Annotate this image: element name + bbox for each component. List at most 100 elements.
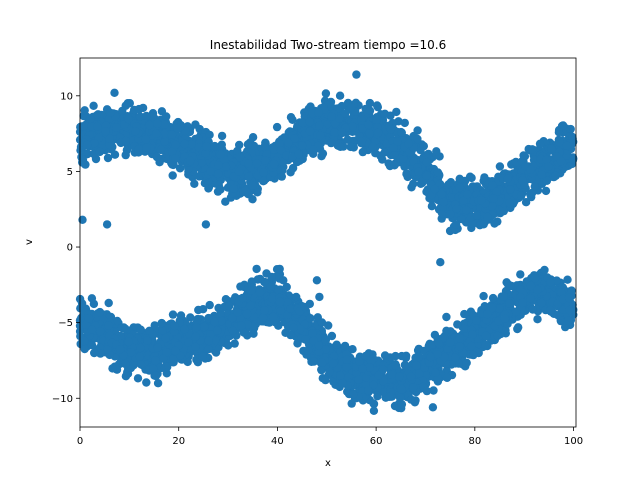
scatter-point <box>414 167 423 177</box>
scatter-point <box>556 288 566 297</box>
scatter-point <box>479 291 488 301</box>
scatter-point <box>86 114 95 124</box>
scatter-point <box>386 125 396 134</box>
scatter-point <box>481 340 490 350</box>
scatter-point <box>201 220 211 229</box>
scatter-point <box>228 313 237 323</box>
scatter-point <box>94 133 104 143</box>
scatter-point <box>492 187 501 197</box>
scatter-point <box>347 103 356 112</box>
x-tick-label: 0 <box>77 436 83 447</box>
scatter-point <box>368 142 378 151</box>
scatter-point <box>556 316 566 326</box>
y-tick-label: 10 <box>60 91 73 102</box>
scatter-point <box>135 112 145 121</box>
scatter-point <box>90 139 99 148</box>
scatter-point <box>84 314 94 323</box>
scatter-point <box>217 316 226 326</box>
scatter-point <box>200 322 209 332</box>
scatter-point <box>337 128 347 137</box>
scatter-point <box>526 281 536 291</box>
scatter-point <box>253 188 262 197</box>
scatter-point <box>79 122 88 131</box>
scatter-point <box>521 198 531 207</box>
scatter-point <box>358 147 367 157</box>
scatter-point <box>276 146 286 155</box>
scatter-point <box>488 202 497 211</box>
scatter-point <box>161 333 170 343</box>
scatter-point <box>431 368 440 377</box>
scatter-point <box>526 294 535 303</box>
scatter-point <box>528 305 537 314</box>
scatter-point <box>298 118 307 128</box>
scatter-point <box>143 336 152 345</box>
plot-frame <box>79 57 577 428</box>
scatter-point <box>141 135 151 144</box>
scatter-point <box>205 130 214 140</box>
scatter-point <box>308 329 317 338</box>
scatter-point <box>168 310 178 319</box>
scatter-point <box>303 346 313 355</box>
scatter-point <box>134 104 144 114</box>
scatter-point <box>225 301 234 311</box>
scatter-point <box>286 113 296 122</box>
scatter-point <box>158 354 168 363</box>
scatter-point <box>483 212 492 222</box>
scatter-point <box>103 153 113 163</box>
scatter-point <box>321 89 331 98</box>
scatter-point <box>95 327 105 336</box>
scatter-point <box>268 312 278 322</box>
scatter-point <box>131 127 140 136</box>
scatter-point <box>289 323 298 333</box>
scatter-point <box>358 364 367 373</box>
scatter-point <box>224 341 233 350</box>
scatter-point <box>392 107 401 117</box>
scatter-point <box>427 202 437 211</box>
scatter-point <box>354 375 363 384</box>
scatter-point <box>305 127 315 136</box>
scatter-point <box>516 191 526 201</box>
scatter-point <box>395 393 405 403</box>
scatter-point <box>228 326 238 335</box>
scatter-point <box>190 179 199 188</box>
scatter-point <box>518 298 527 308</box>
scatter-point <box>87 294 97 303</box>
scatter-point <box>162 369 171 378</box>
scatter-point <box>294 149 303 159</box>
scatter-point <box>277 172 286 181</box>
scatter-point <box>202 142 211 151</box>
scatter-point <box>340 341 350 351</box>
scatter-point <box>546 306 555 315</box>
scatter-point <box>235 153 245 162</box>
scatter-point <box>563 316 573 326</box>
scatter-point <box>467 341 476 351</box>
y-tick-label: −10 <box>52 394 73 405</box>
scatter-point <box>110 88 119 98</box>
scatter-point <box>380 148 389 157</box>
scatter-point <box>357 137 366 146</box>
scatter-point <box>286 304 295 313</box>
scatter-point <box>134 145 143 154</box>
scatter-point <box>314 108 323 118</box>
scatter-point <box>535 139 545 148</box>
scatter-point <box>268 294 277 304</box>
scatter-point <box>347 399 356 408</box>
scatter-point <box>365 106 375 115</box>
scatter-point <box>321 345 330 354</box>
scatter-point <box>244 190 253 199</box>
scatter-point <box>103 344 112 354</box>
scatter-point <box>168 171 177 180</box>
scatter-point <box>505 299 514 308</box>
scatter-point <box>542 155 551 164</box>
scatter-point <box>246 301 255 310</box>
scatter-point <box>419 141 428 151</box>
scatter-point <box>462 358 471 367</box>
scatter-point <box>413 346 423 355</box>
scatter-point <box>435 179 445 189</box>
scatter-point <box>437 190 446 199</box>
scatter-point <box>242 309 252 319</box>
scatter-point <box>312 276 322 285</box>
scatter-point <box>217 131 227 141</box>
